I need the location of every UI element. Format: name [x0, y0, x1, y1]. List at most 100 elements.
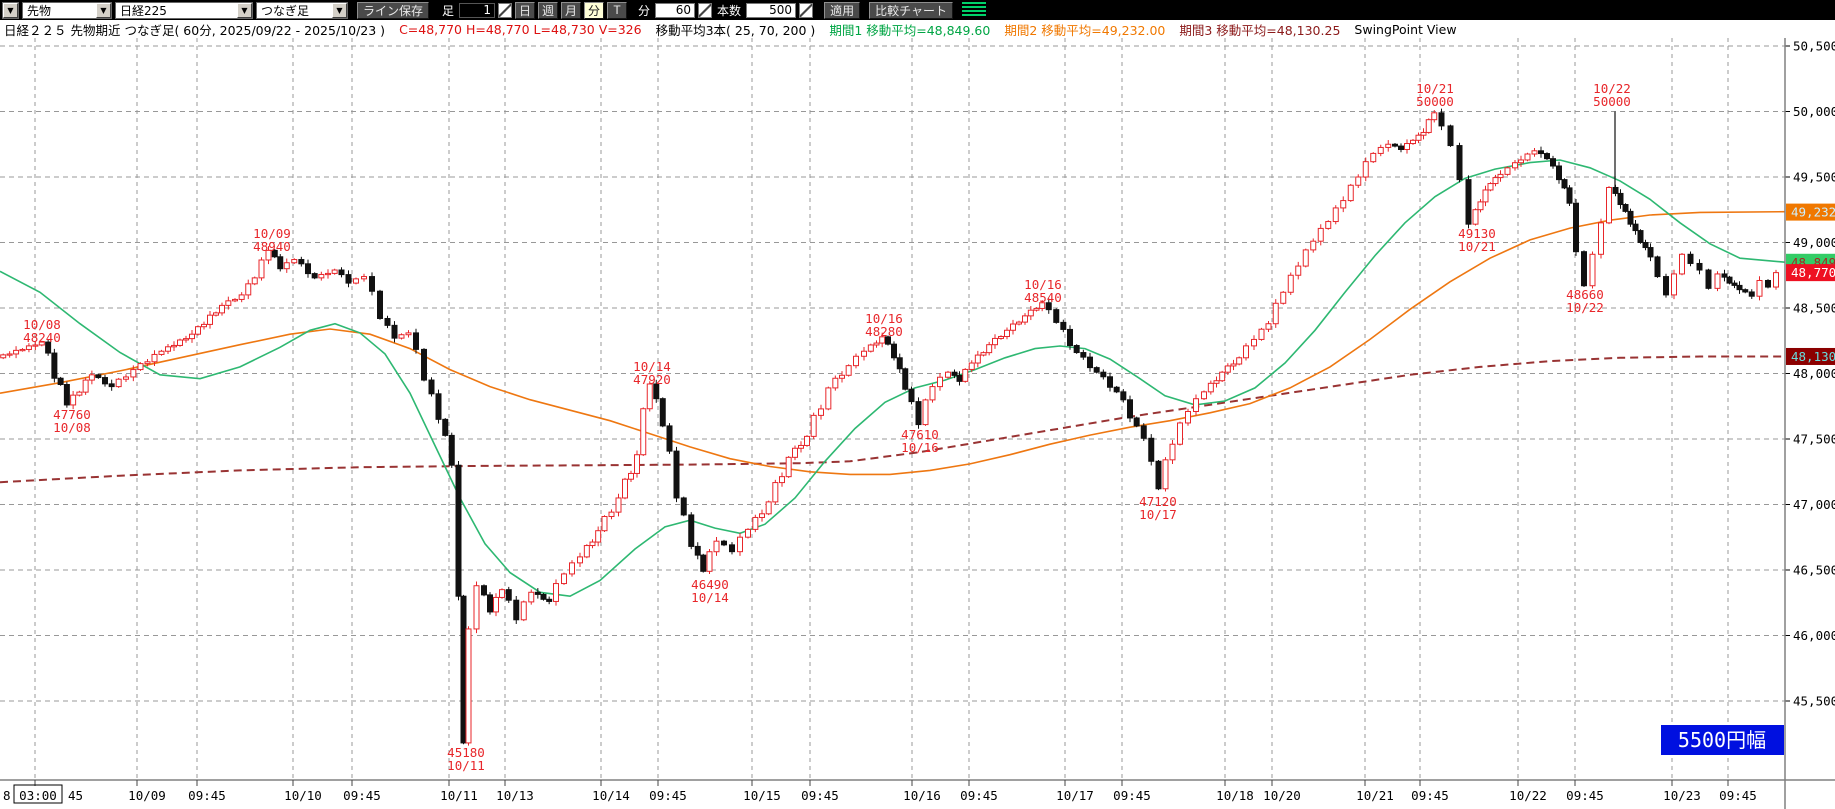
minute-label: 分	[638, 3, 651, 18]
svg-text:09:45: 09:45	[1113, 788, 1151, 803]
svg-text:48,770: 48,770	[1791, 265, 1835, 280]
svg-text:46,000.: 46,000.	[1793, 628, 1835, 643]
svg-text:09:45: 09:45	[801, 788, 839, 803]
svg-text:50,500.: 50,500.	[1793, 39, 1835, 54]
svg-text:10/18: 10/18	[1216, 788, 1254, 803]
svg-text:45,500.: 45,500.	[1793, 694, 1835, 709]
svg-text:49,000.: 49,000.	[1793, 235, 1835, 250]
svg-text:10/14: 10/14	[592, 788, 630, 803]
ma1-readout: 期間1 移動平均=48,849.60	[829, 22, 991, 38]
svg-text:10/15: 10/15	[743, 788, 781, 803]
chevron-down-icon[interactable]: ▼	[332, 2, 347, 18]
svg-text:46,500.: 46,500.	[1793, 563, 1835, 578]
ma3-readout: 期間3 移動平均=48,130.25	[1179, 22, 1341, 38]
chevron-down-icon[interactable]: ▼	[237, 2, 252, 18]
svg-text:8: 8	[3, 788, 11, 803]
compare-chart-button[interactable]: 比較チャート	[869, 1, 953, 19]
swing-point-labels: 10/08 48240 47760 10/08 10/09 48940 10/14 47920…	[23, 81, 1631, 773]
svg-text:48,130.: 48,130.	[1791, 349, 1835, 364]
svg-text:48,500.: 48,500.	[1793, 301, 1835, 316]
svg-text:10/23: 10/23	[1663, 788, 1701, 803]
list-icon[interactable]	[961, 2, 986, 18]
svg-text:10/17: 10/17	[1056, 788, 1094, 803]
symbol-select-value: 日経225	[120, 3, 167, 18]
instrument-title: 日経２２５ 先物期近 つなぎ足( 60分, 2025/09/22 - 2025/…	[4, 22, 386, 38]
svg-text:49,232.: 49,232.	[1791, 205, 1835, 220]
spinner-icon[interactable]	[498, 2, 513, 18]
count-label: 本数	[717, 3, 742, 18]
symbol-select[interactable]: 日経225 ▼	[115, 1, 253, 19]
chart-style-select-value: つなぎ足	[261, 3, 310, 18]
svg-text:09:45: 09:45	[649, 788, 687, 803]
svg-text:5500円幅: 5500円幅	[1678, 728, 1766, 752]
svg-text:10/10: 10/10	[284, 788, 322, 803]
svg-text:10/11: 10/11	[440, 788, 478, 803]
svg-text:47,000.: 47,000.	[1793, 497, 1835, 512]
period-month-button[interactable]: 月	[561, 1, 582, 19]
spinner-icon[interactable]	[799, 2, 814, 18]
svg-text:03:00: 03:00	[19, 788, 57, 803]
apply-button[interactable]: 適用	[824, 1, 861, 19]
svg-text:48,000.: 48,000.	[1793, 366, 1835, 381]
candles	[0, 108, 1779, 746]
spinner-icon[interactable]	[698, 2, 713, 18]
svg-text:10/21: 10/21	[1356, 788, 1394, 803]
time-axis: 10/09 09:45 10/10 09:45 10/11 10/13 10/14 09:45…	[3, 780, 1757, 804]
chevron-down-icon[interactable]: ▼	[3, 2, 18, 18]
svg-text:09:45: 09:45	[343, 788, 381, 803]
gridlines: 50,500. 50,000. 49,500. 49,000. 48,500. 48,00…	[0, 38, 1835, 780]
svg-text:10/16: 10/16	[903, 788, 941, 803]
moving-averages	[0, 159, 1786, 598]
svg-text:09:45: 09:45	[1566, 788, 1604, 803]
chevron-down-icon[interactable]: ▼	[96, 2, 111, 18]
title-bar: 日経２２５ 先物期近 つなぎ足( 60分, 2025/09/22 - 2025/…	[0, 20, 1835, 38]
mini-combo[interactable]: ▼	[2, 1, 19, 19]
ohlc-readout: C=48,770 H=48,770 L=48,730 V=326	[399, 21, 642, 37]
svg-text:09:45: 09:45	[188, 788, 226, 803]
market-select[interactable]: 先物 ▼	[22, 1, 112, 19]
range-badge: 5500円幅	[1661, 725, 1784, 755]
svg-text:45: 45	[68, 788, 83, 803]
swing-view-label: SwingPoint View	[1354, 21, 1457, 37]
svg-text:09:45: 09:45	[1719, 788, 1757, 803]
chart-style-select[interactable]: つなぎ足 ▼	[256, 1, 348, 19]
svg-text:10/20: 10/20	[1263, 788, 1301, 803]
toolbar: ▼ 先物 ▼ 日経225 ▼ つなぎ足 ▼ ライン保存 足 1 日 週 月 分 …	[0, 0, 1835, 20]
svg-text:09:45: 09:45	[1411, 788, 1449, 803]
svg-text:50,000.: 50,000.	[1793, 104, 1835, 119]
bar-value-input[interactable]: 1	[459, 2, 496, 18]
svg-text:10/09: 10/09	[128, 788, 166, 803]
period-week-button[interactable]: 週	[538, 1, 559, 19]
svg-text:10/22: 10/22	[1509, 788, 1547, 803]
period-minute-button[interactable]: 分	[584, 1, 605, 19]
count-value-input[interactable]: 500	[746, 2, 797, 18]
ma-settings-label: 移動平均3本( 25, 70, 200 )	[655, 22, 816, 38]
svg-text:49,500.: 49,500.	[1793, 170, 1835, 185]
bar-label: 足	[442, 3, 455, 18]
market-select-value: 先物	[27, 3, 52, 18]
period-day-button[interactable]: 日	[515, 1, 536, 19]
period-tick-button[interactable]: T	[607, 1, 628, 19]
save-lines-button[interactable]: ライン保存	[357, 1, 430, 19]
ma2-readout: 期間2 移動平均=49,232.00	[1004, 22, 1166, 38]
svg-text:47,500.: 47,500.	[1793, 432, 1835, 447]
price-chart[interactable]: 50,500. 50,000. 49,500. 49,000. 48,500. 48,00…	[0, 38, 1835, 809]
svg-text:09:45: 09:45	[960, 788, 998, 803]
svg-text:10/13: 10/13	[496, 788, 534, 803]
minute-value-input[interactable]: 60	[655, 2, 696, 18]
